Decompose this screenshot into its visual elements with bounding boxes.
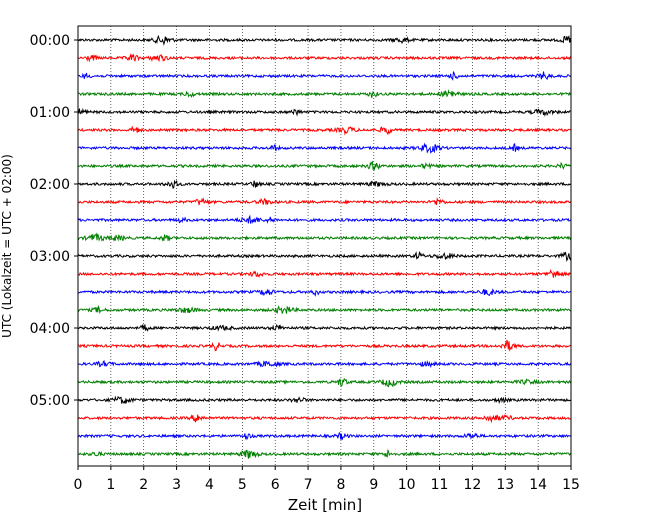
x-tick-label: 6 (271, 477, 280, 493)
seismic-trace (77, 107, 572, 117)
x-tick-label: 1 (106, 477, 115, 493)
y-tick-label: 03:00 (30, 249, 70, 265)
y-tick-label: 04:00 (30, 321, 70, 337)
seismic-trace (77, 431, 572, 441)
x-tick-label: 2 (139, 477, 148, 493)
seismic-trace (77, 160, 572, 172)
y-axis-label: UTC (Lokalzeit = UTC + 02:00) (0, 154, 14, 338)
grid-lines (110, 26, 539, 466)
seismic-trace (77, 70, 572, 81)
seismic-trace (77, 323, 572, 332)
seismic-trace (77, 449, 572, 459)
seismic-trace (77, 232, 572, 242)
seismic-trace (77, 52, 572, 63)
y-axis-ticks: 00:00 01:00 02:00 03:00 04:00 05:00 (30, 33, 78, 409)
x-tick-label: 11 (431, 477, 449, 493)
seismic-trace (77, 179, 572, 190)
x-tick-label: 12 (463, 477, 481, 493)
seismic-trace (77, 414, 572, 424)
x-axis-ticks: 0 1 2 3 4 5 6 7 8 9 10 11 12 13 14 15 (74, 466, 580, 493)
x-axis-label: Zeit [min] (288, 496, 362, 514)
seismic-trace (77, 288, 572, 297)
x-tick-label: 15 (562, 477, 580, 493)
x-tick-label: 0 (74, 477, 83, 493)
x-tick-label: 3 (172, 477, 181, 493)
x-tick-label: 9 (369, 477, 378, 493)
x-tick-label: 13 (496, 477, 514, 493)
x-tick-label: 7 (304, 477, 313, 493)
seismic-trace (77, 377, 572, 388)
seismic-trace (77, 268, 572, 278)
seismic-trace (77, 304, 572, 315)
seismic-trace (77, 339, 572, 352)
x-tick-label: 5 (238, 477, 247, 493)
seismic-trace (77, 395, 572, 405)
seismic-trace (77, 214, 572, 224)
seismic-trace (77, 89, 572, 98)
seismic-trace (77, 251, 572, 262)
traces (77, 34, 572, 459)
x-tick-label: 8 (336, 477, 345, 493)
seismic-trace (77, 360, 572, 369)
x-tick-label: 10 (398, 477, 416, 493)
seismic-trace (77, 125, 572, 136)
y-tick-label: 05:00 (30, 393, 70, 409)
x-tick-label: 14 (529, 477, 547, 493)
seismic-trace (77, 34, 572, 46)
seismic-trace (77, 197, 572, 206)
x-tick-label: 4 (205, 477, 214, 493)
y-tick-label: 01:00 (30, 105, 70, 121)
y-tick-label: 02:00 (30, 177, 70, 193)
seismic-trace (77, 142, 572, 154)
y-tick-label: 00:00 (30, 33, 70, 49)
plot-frame (77, 25, 572, 467)
